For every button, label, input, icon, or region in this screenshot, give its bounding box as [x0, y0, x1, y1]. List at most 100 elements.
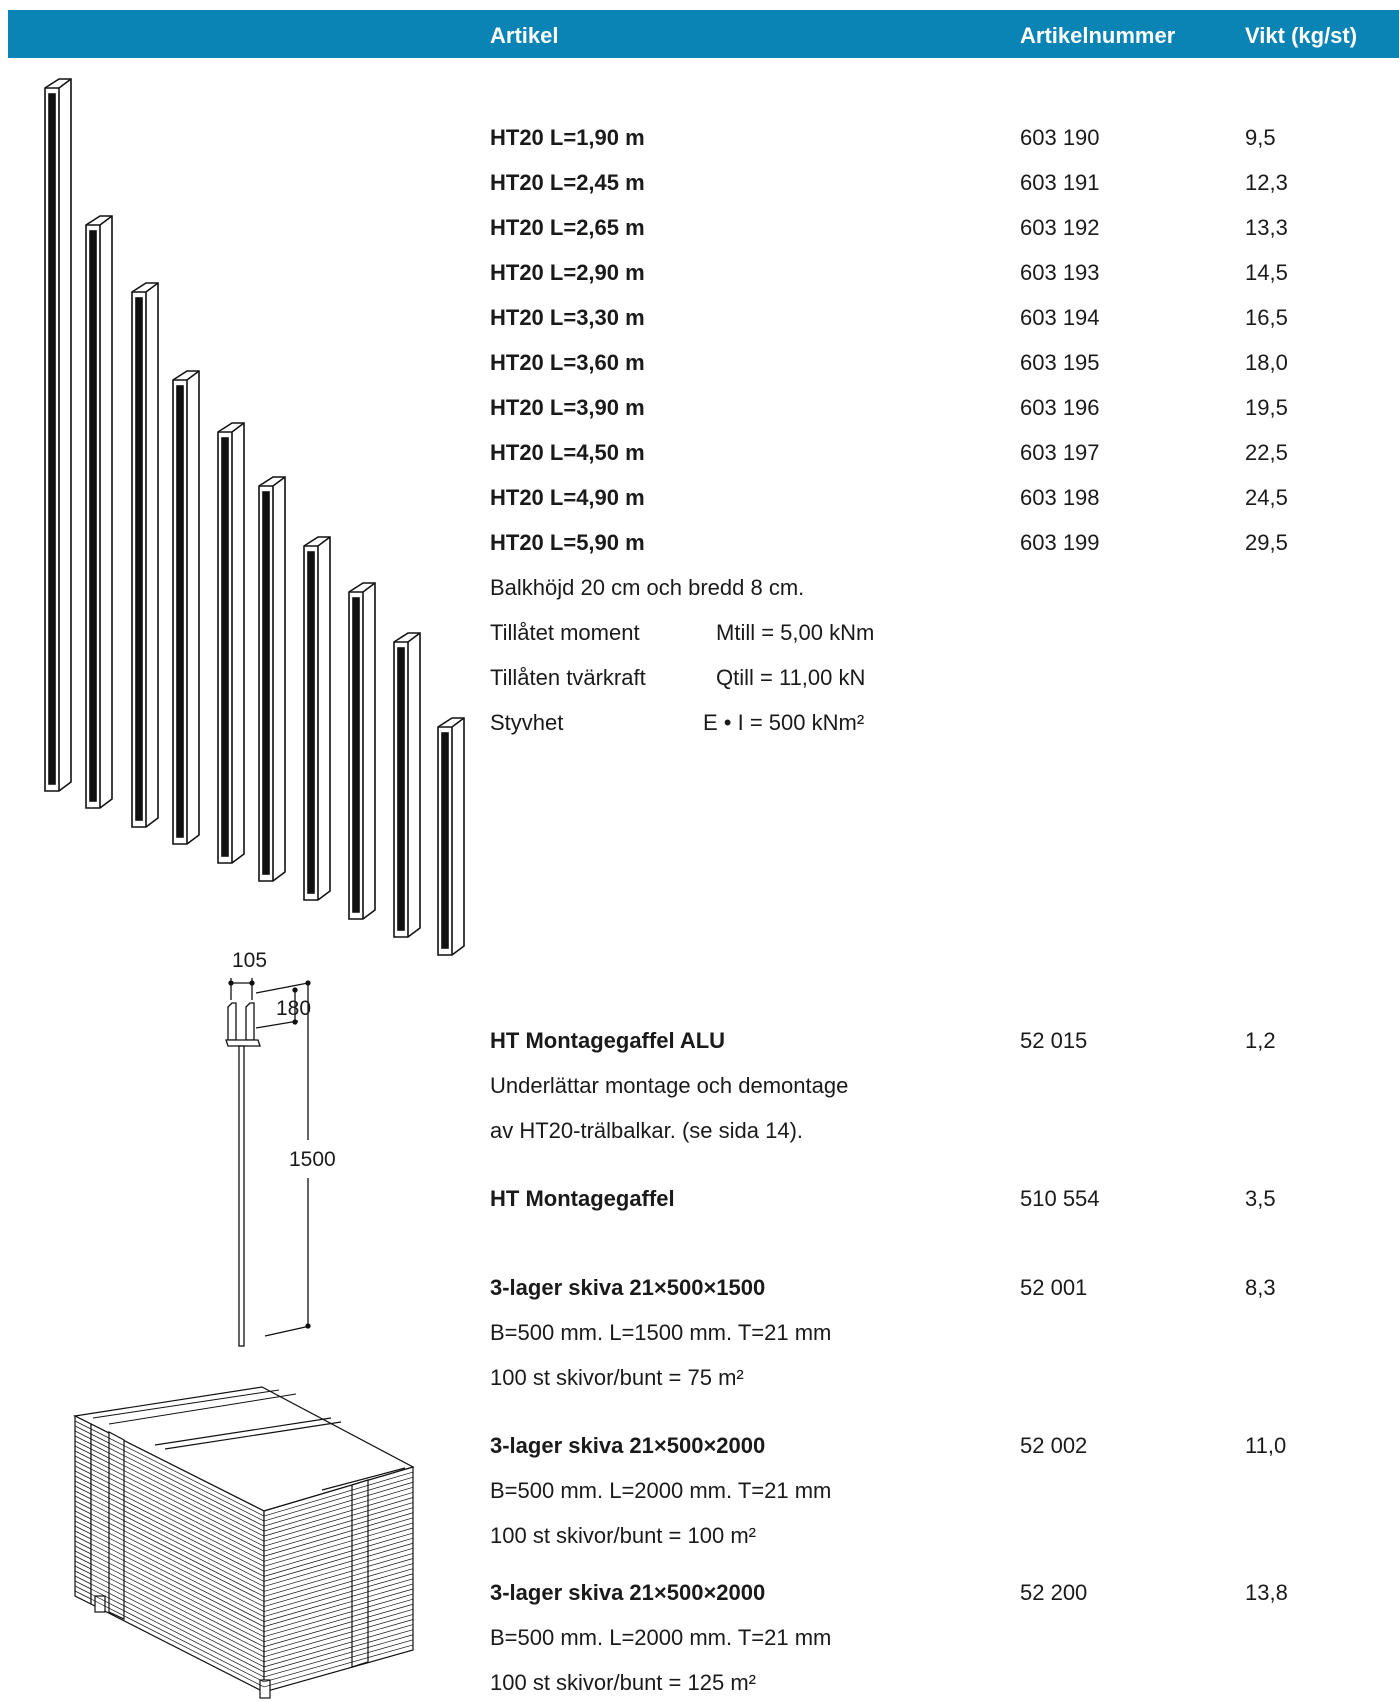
beam-icon	[217, 422, 245, 864]
article-weight: 13,3	[1245, 215, 1288, 240]
table-row: HT20 L=4,90 m 603 198 24,5	[0, 485, 1399, 515]
article-number: 52 002	[1020, 1433, 1088, 1458]
article-description-row: B=500 mm. L=1500 mm. T=21 mm	[0, 1320, 1399, 1350]
article-weight: 3,5	[1245, 1186, 1276, 1211]
article-number: 603 197	[1020, 440, 1100, 465]
article-name: 3-lager skiva 21×500×2000	[490, 1433, 766, 1458]
header-weight: Vikt (kg/st)	[1245, 23, 1358, 48]
article-description-row: av HT20-trälbalkar. (se sida 14).	[0, 1118, 1399, 1148]
article-weight: 11,0	[1245, 1433, 1287, 1458]
article-name: HT20 L=3,60 m	[490, 350, 645, 375]
article-weight: 13,8	[1245, 1580, 1288, 1605]
article-number: 603 196	[1020, 395, 1100, 420]
panel-bundle-illustration	[73, 1386, 415, 1699]
beam-property-row: Tillåten tvärkraft Qtill = 11,00 kN	[0, 665, 1399, 695]
beam-icon	[303, 536, 331, 901]
article-weight: 19,5	[1245, 395, 1288, 420]
property-label: Tillåtet moment	[490, 620, 640, 645]
fork-prong-dimension: 180	[276, 997, 312, 1020]
article-name: HT20 L=4,90 m	[490, 485, 645, 510]
article-description: av HT20-trälbalkar. (se sida 14).	[490, 1118, 804, 1143]
table-row: HT20 L=3,90 m 603 196 19,5	[0, 395, 1399, 425]
article-name: 3-lager skiva 21×500×2000	[490, 1580, 766, 1605]
article-number: 603 190	[1020, 125, 1100, 150]
beam-icon	[437, 717, 465, 956]
table-row: HT20 L=2,45 m 603 191 12,3	[0, 170, 1399, 200]
property-value: E • I = 500 kNm²	[703, 710, 865, 735]
table-row: HT Montagegaffel ALU 52 015 1,2	[0, 1028, 1399, 1058]
ht20-beams-illustration	[44, 78, 465, 956]
table-row: HT20 L=2,65 m 603 192 13,3	[0, 215, 1399, 245]
table-row: HT Montagegaffel 510 554 3,5	[0, 1186, 1399, 1216]
article-name: HT Montagegaffel ALU	[490, 1028, 726, 1053]
fork-width-dimension: 105	[232, 949, 268, 972]
article-weight: 14,5	[1245, 260, 1288, 285]
article-name: HT20 L=3,90 m	[490, 395, 645, 420]
property-label: Tillåten tvärkraft	[490, 665, 646, 690]
montage-fork-illustration	[225, 978, 311, 1347]
article-weight: 24,5	[1245, 485, 1288, 510]
article-description-row: B=500 mm. L=2000 mm. T=21 mm	[0, 1625, 1399, 1655]
article-name: HT20 L=2,45 m	[490, 170, 645, 195]
article-weight: 12,3	[1245, 170, 1288, 195]
article-description: B=500 mm. L=2000 mm. T=21 mm	[490, 1478, 832, 1503]
article-description-row: B=500 mm. L=2000 mm. T=21 mm	[0, 1478, 1399, 1508]
table-row: 3-lager skiva 21×500×2000 52 002 11,0	[0, 1433, 1399, 1463]
article-number: 603 191	[1020, 170, 1100, 195]
table-row: 3-lager skiva 21×500×2000 52 200 13,8	[0, 1580, 1399, 1610]
beam-icon	[393, 632, 421, 938]
header-article-number: Artikelnummer	[1020, 23, 1176, 48]
article-number: 52 200	[1020, 1580, 1088, 1605]
article-description-row: 100 st skivor/bunt = 75 m²	[0, 1365, 1399, 1395]
article-name: HT20 L=4,50 m	[490, 440, 645, 465]
beam-property-row: Tillåtet moment Mtill = 5,00 kNm	[0, 620, 1399, 650]
article-name: HT20 L=3,30 m	[490, 305, 645, 330]
article-weight: 22,5	[1245, 440, 1288, 465]
article-description-row: 100 st skivor/bunt = 125 m²	[0, 1670, 1399, 1700]
article-number: 603 193	[1020, 260, 1100, 285]
article-weight: 8,3	[1245, 1275, 1276, 1300]
article-name: HT20 L=1,90 m	[490, 125, 645, 150]
table-row: HT20 L=1,90 m 603 190 9,5	[0, 125, 1399, 155]
article-description-row: Underlättar montage och demontage	[0, 1073, 1399, 1103]
beam-description: Balkhöjd 20 cm och bredd 8 cm.	[490, 575, 805, 600]
beam-icon	[348, 582, 376, 920]
article-name: HT20 L=2,65 m	[490, 215, 645, 240]
header-article: Artikel	[490, 23, 559, 48]
article-description: Underlättar montage och demontage	[490, 1073, 849, 1098]
table-header-bar	[8, 10, 1399, 58]
article-weight: 9,5	[1245, 125, 1276, 150]
article-name: HT20 L=2,90 m	[490, 260, 645, 285]
article-number: 510 554	[1020, 1186, 1100, 1211]
article-description: B=500 mm. L=2000 mm. T=21 mm	[490, 1625, 832, 1650]
article-name: HT20 L=5,90 m	[490, 530, 645, 555]
beam-icon	[172, 370, 200, 845]
table-row: HT20 L=3,30 m 603 194 16,5	[0, 305, 1399, 335]
table-row: HT20 L=3,60 m 603 195 18,0	[0, 350, 1399, 380]
article-description-row: 100 st skivor/bunt = 100 m²	[0, 1523, 1399, 1553]
beam-icon	[258, 476, 286, 882]
table-row: HT20 L=4,50 m 603 197 22,5	[0, 440, 1399, 470]
article-name: 3-lager skiva 21×500×1500	[490, 1275, 766, 1300]
article-description: 100 st skivor/bunt = 100 m²	[490, 1523, 756, 1548]
beam-icon	[85, 215, 113, 809]
property-value: Qtill = 11,00 kN	[716, 665, 866, 690]
article-number: 52 001	[1020, 1275, 1088, 1300]
article-number: 603 195	[1020, 350, 1100, 375]
table-row: HT20 L=2,90 m 603 193 14,5	[0, 260, 1399, 290]
article-number: 603 199	[1020, 530, 1100, 555]
article-number: 603 198	[1020, 485, 1100, 510]
article-weight: 18,0	[1245, 350, 1288, 375]
property-label: Styvhet	[490, 710, 564, 735]
article-number: 52 015	[1020, 1028, 1088, 1053]
article-description: 100 st skivor/bunt = 75 m²	[490, 1365, 744, 1390]
beam-icon	[131, 282, 159, 828]
article-number: 603 192	[1020, 215, 1100, 240]
article-description: 100 st skivor/bunt = 125 m²	[490, 1670, 756, 1695]
article-weight: 16,5	[1245, 305, 1288, 330]
table-row: HT20 L=5,90 m 603 199 29,5	[0, 530, 1399, 560]
beam-icon	[44, 78, 72, 792]
table-row: 3-lager skiva 21×500×1500 52 001 8,3	[0, 1275, 1399, 1305]
article-number: 603 194	[1020, 305, 1100, 330]
